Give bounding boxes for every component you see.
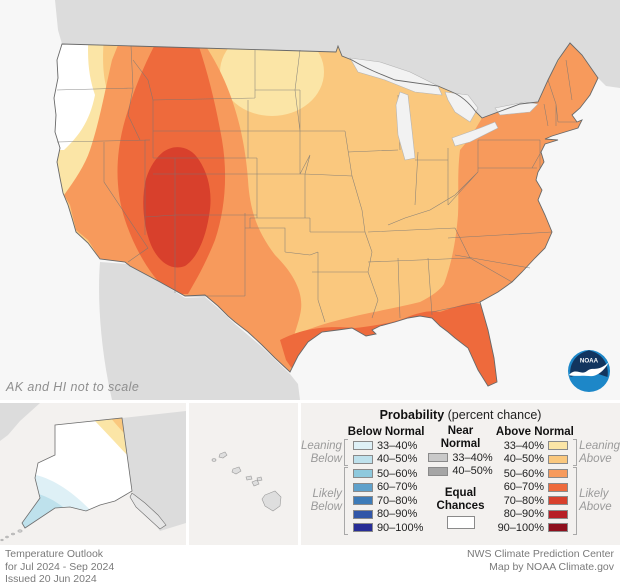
above-swatch-90-100 bbox=[548, 523, 569, 533]
above-row-33-40: 33–40% bbox=[493, 439, 578, 453]
above-swatch-60-70 bbox=[548, 482, 569, 492]
footer-title: Temperature Outlook bbox=[5, 548, 104, 560]
above-row-50-60: 50–60% bbox=[493, 467, 578, 481]
below-swatch-40-50 bbox=[352, 454, 373, 464]
below-row-33-40: 33–40% bbox=[343, 439, 428, 453]
footer-source: NWS Climate Prediction Center bbox=[466, 548, 614, 560]
hawaii-inset bbox=[189, 403, 298, 545]
leaning-below-label-2: Below bbox=[310, 452, 342, 465]
likely-above-label-1: Likely bbox=[579, 487, 609, 500]
noaa-logo: NOAA bbox=[568, 350, 610, 392]
ak-hi-note: AK and HI not to scale bbox=[6, 380, 140, 394]
leaning-above-label-2: Above bbox=[579, 452, 612, 465]
above-swatch-33-40 bbox=[548, 441, 569, 451]
likely-below-label-1: Likely bbox=[312, 487, 342, 500]
leaning-above-label-1: Leaning bbox=[579, 439, 620, 452]
probability-legend: Probability (percent chance) Leaning Bel… bbox=[301, 403, 620, 545]
alaska-inset bbox=[0, 403, 186, 545]
bottom-panels: Probability (percent chance) Leaning Bel… bbox=[0, 403, 620, 545]
near-normal-header-2: Normal bbox=[440, 438, 481, 450]
above-side-labels: Leaning Above Likely Above bbox=[577, 425, 620, 534]
legend-title: Probability (percent chance) bbox=[301, 408, 620, 422]
below-side-labels: Leaning Below Likely Below bbox=[301, 425, 344, 534]
state-boundaries bbox=[56, 45, 577, 323]
below-row-70-80: 70–80% bbox=[343, 494, 428, 508]
ak-panhandle bbox=[129, 492, 167, 530]
likely-below-label-2: Below bbox=[310, 500, 342, 513]
equal-chances-label-1: Equal bbox=[444, 487, 477, 499]
mexico-landmass bbox=[99, 262, 301, 400]
below-row-60-70: 60–70% bbox=[343, 480, 428, 494]
above-row-60-70: 60–70% bbox=[493, 480, 578, 494]
below-swatch-90-100 bbox=[352, 523, 373, 533]
near-normal-column: Near Normal 33–40% 40–50% Equal Chances bbox=[428, 425, 493, 529]
aleutian-islands bbox=[0, 529, 23, 542]
above-swatch-70-80 bbox=[548, 496, 569, 506]
conus-map-svg bbox=[0, 0, 620, 400]
near-swatch-33-40 bbox=[428, 453, 449, 463]
great-lakes bbox=[349, 57, 539, 161]
above-row-80-90: 80–90% bbox=[493, 507, 578, 521]
below-normal-column: Below Normal 33–40% 40–50% 50–60% 60–70%… bbox=[343, 425, 428, 535]
equal-chances-swatch bbox=[446, 516, 475, 529]
hawaii-map-svg bbox=[211, 451, 282, 512]
us-outline bbox=[53, 42, 599, 387]
above-row-90-100: 90–100% bbox=[493, 521, 578, 535]
likely-above-label-2: Above bbox=[579, 500, 612, 513]
below-swatch-80-90 bbox=[352, 509, 373, 519]
canada-yukon-land bbox=[122, 411, 186, 531]
noaa-logo-text: NOAA bbox=[580, 358, 599, 365]
above-row-40-50: 40–50% bbox=[493, 452, 578, 466]
footer-right: NWS Climate Prediction Center Map by NOA… bbox=[467, 548, 614, 573]
above-row-70-80: 70–80% bbox=[493, 494, 578, 508]
footer-issued: Issued 20 Jun 2024 bbox=[5, 573, 97, 585]
alaska-outline bbox=[21, 417, 133, 529]
footer: Temperature Outlook for Jul 2024 - Sep 2… bbox=[0, 545, 620, 585]
equal-chances-label-2: Chances bbox=[436, 500, 485, 512]
hawaii-islands bbox=[211, 451, 282, 512]
canada-landmass bbox=[0, 0, 620, 118]
conus-outlook-map: AK and HI not to scale NOAA bbox=[0, 0, 620, 400]
below-swatch-60-70 bbox=[352, 482, 373, 492]
below-swatch-70-80 bbox=[352, 496, 373, 506]
above-swatch-40-50 bbox=[548, 454, 569, 464]
near-row-40-50: 40–50% bbox=[428, 465, 493, 479]
leaning-below-label-1: Leaning bbox=[301, 439, 342, 452]
below-row-40-50: 40–50% bbox=[343, 452, 428, 466]
siberia-land bbox=[0, 403, 40, 441]
above-swatch-80-90 bbox=[548, 509, 569, 519]
below-swatch-33-40 bbox=[352, 441, 373, 451]
footer-left: Temperature Outlook for Jul 2024 - Sep 2… bbox=[5, 548, 114, 586]
above-normal-column: Above Normal 33–40% 40–50% 50–60% 60–70%… bbox=[493, 425, 578, 535]
legend-title-bold: Probability bbox=[379, 408, 445, 422]
above-normal-header: Above Normal bbox=[495, 426, 574, 438]
below-swatch-50-60 bbox=[352, 469, 373, 479]
legend-title-normal: (percent chance) bbox=[444, 408, 542, 422]
band-above-60-70-gulf-florida bbox=[280, 303, 497, 386]
below-normal-header: Below Normal bbox=[347, 426, 425, 438]
footer-period: for Jul 2024 - Sep 2024 bbox=[5, 560, 115, 573]
below-row-90-100: 90–100% bbox=[343, 521, 428, 535]
below-row-80-90: 80–90% bbox=[343, 507, 428, 521]
below-row-50-60: 50–60% bbox=[343, 467, 428, 481]
band-above-70-80-core bbox=[143, 147, 211, 268]
near-normal-header-1: Near bbox=[447, 425, 474, 437]
footer-credit: Map by NOAA Climate.gov bbox=[489, 560, 614, 573]
near-swatch-40-50 bbox=[428, 466, 449, 476]
above-swatch-50-60 bbox=[548, 469, 569, 479]
alaska-map-svg bbox=[0, 403, 186, 542]
near-row-33-40: 33–40% bbox=[428, 451, 493, 465]
